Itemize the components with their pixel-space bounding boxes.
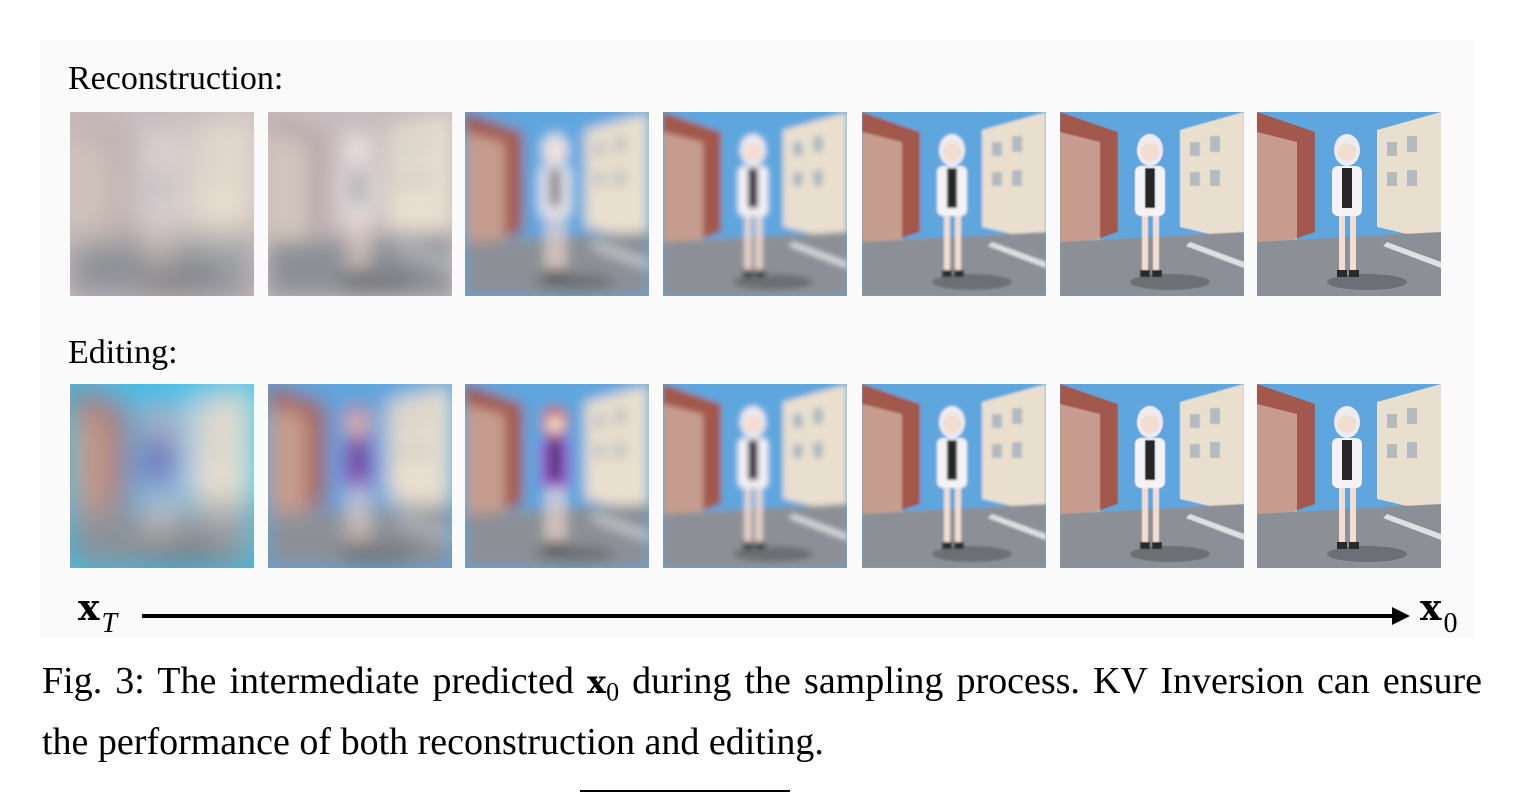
reconstruction-frame-3: [465, 112, 649, 296]
equation-fragment: [580, 790, 790, 796]
editing-frame-3: [465, 384, 649, 568]
reconstruction-label: Reconstruction:: [68, 60, 284, 97]
editing-frame-4: [663, 384, 847, 568]
arrow-head-icon: [1392, 607, 1410, 625]
editing-frame-7: [1257, 384, 1441, 568]
reconstruction-frame-4: [663, 112, 847, 296]
editing-frame-1: [70, 384, 254, 568]
axis-end-label: x0: [1420, 587, 1458, 639]
reconstruction-frame-6: [1060, 112, 1244, 296]
editing-frame-6: [1060, 384, 1244, 568]
reconstruction-frame-5: [862, 112, 1046, 296]
editing-label: Editing:: [68, 334, 178, 371]
editing-frame-5: [862, 384, 1046, 568]
axis-line: [142, 614, 1396, 618]
axis-start-label: xT: [78, 587, 118, 639]
reconstruction-frame-2: [268, 112, 452, 296]
caption-symbol: x0: [586, 663, 620, 707]
reconstruction-frame-7: [1257, 112, 1441, 296]
timestep-axis: xT x0: [78, 590, 1468, 640]
reconstruction-frame-1: [70, 112, 254, 296]
figure-caption: Fig. 3: The intermediate predicted x0 du…: [42, 660, 1482, 764]
editing-frame-2: [268, 384, 452, 568]
